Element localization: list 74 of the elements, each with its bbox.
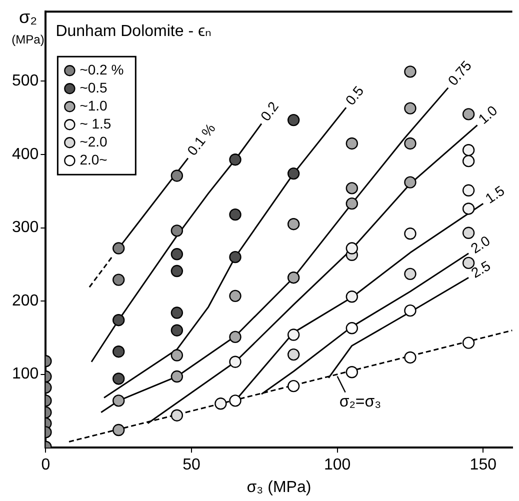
text: 2.5 (468, 257, 494, 281)
point (229, 330, 242, 344)
point (112, 394, 125, 407)
text: Dunham Dolomite - ϵₙ (56, 23, 212, 40)
point (229, 290, 242, 302)
point (229, 394, 242, 407)
point (404, 268, 416, 280)
point (170, 409, 184, 422)
y-tick-label: 100 (12, 366, 39, 383)
point (112, 424, 125, 436)
point (462, 144, 475, 156)
point (404, 228, 416, 240)
x-tick-label: 150 (470, 456, 497, 474)
text: 0.5 (342, 82, 367, 108)
y-tick-label: 200 (12, 292, 39, 310)
point (112, 372, 125, 385)
point (462, 202, 475, 215)
point (229, 154, 242, 166)
point (170, 370, 184, 383)
point (404, 102, 416, 114)
point (404, 176, 416, 188)
point (346, 137, 358, 150)
point (404, 137, 416, 150)
point (346, 197, 358, 210)
point (346, 182, 358, 194)
point (214, 398, 227, 410)
text: 1.0 (475, 102, 500, 128)
text: 1.5 (482, 182, 508, 206)
point (346, 290, 358, 303)
point (462, 154, 475, 168)
text: 0.1 % (184, 120, 218, 158)
legend-label: ~0.2 % (80, 61, 124, 78)
x-tick-label: 0 (41, 456, 50, 474)
x-axis-title: σ₃ (MPa) (246, 478, 312, 496)
legend-label: 2.0~ (80, 151, 108, 168)
point (404, 66, 416, 78)
point (287, 218, 300, 230)
point (287, 348, 300, 361)
point (170, 248, 184, 260)
point (170, 349, 184, 362)
x-tick-label: 100 (324, 456, 351, 474)
point (462, 336, 475, 349)
point (287, 271, 300, 284)
point (170, 324, 184, 336)
annotation: σ₂=σ₃ (339, 394, 382, 411)
point (229, 208, 242, 221)
text: 2.0 (468, 232, 493, 256)
legend-label: ~2.0 (80, 133, 108, 150)
point (404, 304, 416, 317)
text: 0.2 (257, 98, 282, 124)
point (170, 264, 184, 278)
point (404, 351, 416, 364)
y-tick-label: 400 (12, 146, 39, 163)
point (287, 167, 300, 180)
point (346, 366, 358, 378)
point (287, 114, 300, 126)
point (346, 322, 358, 334)
point (287, 380, 300, 392)
legend-label: ~1.0 (80, 97, 108, 114)
y-tick-label: 300 (12, 219, 39, 236)
legend-label: ~ 1.5 (80, 115, 112, 132)
point (229, 250, 242, 264)
point (112, 314, 125, 326)
point (346, 242, 358, 254)
point (287, 328, 300, 341)
point (112, 346, 125, 358)
y-tick-label: 500 (12, 72, 39, 90)
point (170, 306, 184, 319)
x-tick-label: 50 (182, 456, 201, 474)
point (462, 108, 475, 120)
legend-label: ~0.5 (80, 79, 108, 96)
y-axis-title: σ₂ (MPa) (12, 6, 44, 46)
point (462, 184, 475, 196)
point (229, 356, 242, 368)
